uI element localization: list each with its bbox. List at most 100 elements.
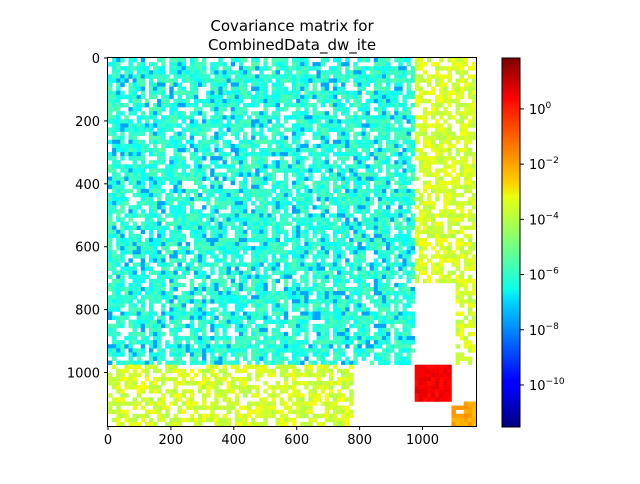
heatmap-cell bbox=[402, 356, 407, 361]
heatmap-cell bbox=[361, 233, 366, 239]
heatmap-cell bbox=[234, 135, 240, 141]
heatmap-cell bbox=[136, 192, 142, 198]
heatmap-cell bbox=[353, 78, 358, 83]
heatmap-cell bbox=[222, 254, 227, 259]
heatmap-cell bbox=[292, 123, 297, 128]
heatmap-cell bbox=[292, 303, 297, 308]
heatmap-cell bbox=[247, 78, 252, 83]
heatmap-cell bbox=[332, 86, 338, 92]
heatmap-cell bbox=[140, 299, 146, 304]
heatmap-cell bbox=[316, 336, 321, 341]
heatmap-cell bbox=[222, 278, 227, 284]
heatmap-cell bbox=[345, 147, 350, 153]
heatmap-cell bbox=[341, 348, 346, 353]
heatmap-cell bbox=[161, 127, 166, 132]
heatmap-cell bbox=[349, 360, 354, 365]
heatmap-cell bbox=[349, 323, 354, 329]
heatmap-cell bbox=[345, 278, 350, 284]
heatmap-cell bbox=[255, 192, 260, 198]
heatmap-cell bbox=[259, 213, 264, 218]
heatmap-cell bbox=[418, 192, 424, 198]
heatmap-cell bbox=[390, 299, 395, 304]
heatmap-cell bbox=[136, 364, 142, 370]
heatmap-cell bbox=[185, 262, 191, 267]
heatmap-cell bbox=[341, 311, 346, 316]
heatmap-cell bbox=[214, 188, 219, 194]
heatmap-cell bbox=[136, 115, 142, 120]
heatmap-cell bbox=[181, 254, 186, 259]
heatmap-cell bbox=[108, 94, 113, 100]
heatmap-cell bbox=[443, 274, 448, 280]
heatmap-cell bbox=[414, 217, 420, 222]
heatmap-cell bbox=[402, 156, 407, 161]
heatmap-cell bbox=[386, 307, 391, 312]
heatmap-cell bbox=[271, 307, 276, 312]
heatmap-cell bbox=[377, 152, 383, 157]
heatmap-cell bbox=[394, 131, 399, 136]
heatmap-cell bbox=[210, 62, 215, 67]
heatmap-cell bbox=[112, 356, 117, 361]
heatmap-cell bbox=[132, 82, 137, 87]
heatmap-cell bbox=[361, 327, 366, 333]
heatmap-cell bbox=[336, 336, 342, 341]
heatmap-cell bbox=[406, 360, 411, 365]
heatmap-cell bbox=[300, 352, 305, 357]
heatmap-cell bbox=[467, 102, 473, 108]
heatmap-cell bbox=[410, 336, 415, 341]
heatmap-cell bbox=[357, 344, 362, 349]
heatmap-cell bbox=[152, 176, 158, 181]
heatmap-cell bbox=[349, 168, 354, 173]
heatmap-cell bbox=[242, 58, 248, 63]
heatmap-cell bbox=[316, 348, 321, 353]
heatmap-cell bbox=[148, 192, 154, 198]
heatmap-cell bbox=[345, 119, 350, 124]
heatmap-cell bbox=[218, 156, 223, 161]
heatmap-cell bbox=[455, 152, 460, 157]
heatmap-cell bbox=[394, 331, 399, 337]
heatmap-cell bbox=[202, 274, 207, 280]
heatmap-cell bbox=[406, 156, 411, 161]
heatmap-cell bbox=[181, 86, 186, 92]
heatmap-cell bbox=[398, 299, 403, 304]
heatmap-cell bbox=[193, 156, 199, 161]
heatmap-cell bbox=[206, 98, 211, 104]
heatmap-cell bbox=[218, 107, 223, 112]
heatmap-cell bbox=[206, 221, 211, 226]
heatmap-cell bbox=[296, 213, 301, 218]
heatmap-cell bbox=[136, 311, 142, 316]
heatmap-cell bbox=[169, 242, 174, 247]
heatmap-cell bbox=[312, 82, 317, 87]
heatmap-cell bbox=[189, 250, 195, 255]
heatmap-cell bbox=[304, 213, 309, 218]
heatmap-cell bbox=[398, 254, 403, 259]
heatmap-cell bbox=[373, 352, 379, 357]
heatmap-cell bbox=[398, 192, 403, 198]
heatmap-cell bbox=[459, 168, 465, 173]
heatmap-cell bbox=[140, 266, 146, 271]
heatmap-cell bbox=[128, 135, 133, 141]
heatmap-cell bbox=[377, 62, 383, 67]
heatmap-cell bbox=[447, 115, 452, 120]
heatmap-cell bbox=[377, 139, 383, 145]
heatmap-cell bbox=[381, 299, 387, 304]
heatmap-cell bbox=[410, 115, 415, 120]
heatmap-cell bbox=[128, 168, 133, 173]
heatmap-cell bbox=[320, 82, 326, 87]
heatmap-cell bbox=[120, 127, 125, 132]
heatmap-cell bbox=[345, 180, 350, 186]
heatmap-cell bbox=[320, 111, 326, 116]
heatmap-cell bbox=[185, 250, 191, 255]
heatmap-cell bbox=[161, 356, 166, 361]
heatmap-cell bbox=[255, 344, 260, 349]
heatmap-cell bbox=[128, 258, 133, 263]
heatmap-cell bbox=[275, 315, 281, 320]
heatmap-cell bbox=[157, 127, 162, 132]
heatmap-cell bbox=[341, 176, 346, 181]
heatmap-cell bbox=[279, 250, 285, 255]
heatmap-cell bbox=[108, 344, 113, 349]
heatmap-cell bbox=[128, 86, 133, 92]
heatmap-cell bbox=[463, 123, 469, 128]
heatmap-cell bbox=[120, 188, 125, 194]
heatmap-cell bbox=[467, 258, 473, 263]
heatmap-cell bbox=[292, 233, 297, 239]
